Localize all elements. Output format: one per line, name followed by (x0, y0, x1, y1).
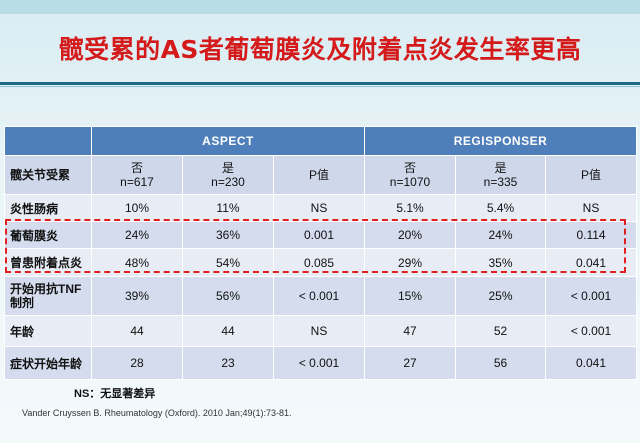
table-cell: 24% (455, 221, 546, 249)
table-cell: 39% (91, 276, 183, 316)
sub-header-cell: P值 (544, 155, 638, 195)
table-cell: 0.085 (273, 248, 365, 277)
table-row: 葡萄膜炎 24% 36% 0.001 20% 24% 0.114 (4, 221, 638, 249)
table-cell: 44 (91, 315, 183, 347)
row-label: 曾患附着点炎 (4, 248, 92, 277)
table-cell: < 0.001 (544, 276, 638, 316)
table-cell: 0.001 (273, 221, 365, 249)
group-header-row: ASPECT REGISPONSER (4, 126, 638, 156)
table-cell: 56 (455, 346, 546, 380)
table-cell: 20% (364, 221, 456, 249)
table-cell: 5.1% (364, 194, 456, 222)
table-cell: 0.041 (544, 346, 638, 380)
table-cell: 5.4% (455, 194, 546, 222)
table-row: 炎性肠病 10% 11% NS 5.1% 5.4% NS (4, 194, 638, 222)
row-label: 炎性肠病 (4, 194, 92, 222)
table-cell: < 0.001 (273, 276, 365, 316)
reference-citation: Vander Cruyssen B. Rheumatology (Oxford)… (22, 408, 292, 418)
group-header-blank (4, 126, 92, 156)
table-row: 年龄 44 44 NS 47 52 < 0.001 (4, 315, 638, 347)
row-label: 年龄 (4, 315, 92, 347)
table-cell: 54% (182, 248, 274, 277)
table-cell: 29% (364, 248, 456, 277)
sub-header-cell: 是 n=335 (455, 155, 546, 195)
table-cell: < 0.001 (273, 346, 365, 380)
row-label: 开始用抗TNF制剂 (4, 276, 92, 316)
table-row: 开始用抗TNF制剂 39% 56% < 0.001 15% 25% < 0.00… (4, 276, 638, 316)
table-cell: 15% (364, 276, 456, 316)
slide-title: 髋受累的AS者葡萄膜炎及附着点炎发生率更高 (58, 35, 582, 64)
comparison-table: ASPECT REGISPONSER 髋关节受累 否 n=617 是 n=230 P… (4, 126, 638, 380)
table-cell: 27 (364, 346, 456, 380)
table-cell: 25% (455, 276, 546, 316)
table-cell: 48% (91, 248, 183, 277)
row-label: 葡萄膜炎 (4, 221, 92, 249)
table-cell: NS (273, 194, 365, 222)
footnote: NS：无显著差异 (74, 388, 156, 400)
table-cell: 23 (182, 346, 274, 380)
table-cell: 35% (455, 248, 546, 277)
table-cell: 52 (455, 315, 546, 347)
table-cell: 47 (364, 315, 456, 347)
table-cell: 28 (91, 346, 183, 380)
sub-header-cell: 是 n=230 (182, 155, 274, 195)
table-cell: 24% (91, 221, 183, 249)
table-cell: 0.041 (544, 248, 638, 277)
title-divider (0, 82, 640, 85)
sub-header-label: 髋关节受累 (4, 155, 92, 195)
sub-header-row: 髋关节受累 否 n=617 是 n=230 P值 否 n=1070 是 n=335 P值 (4, 155, 638, 195)
table-cell: < 0.001 (544, 315, 638, 347)
sub-header-cell: P值 (273, 155, 365, 195)
group-header-regisponser: REGISPONSER (363, 126, 638, 156)
table-cell: 44 (182, 315, 274, 347)
group-header-aspect: ASPECT (91, 126, 365, 156)
table-cell: 11% (182, 194, 274, 222)
top-band (0, 0, 640, 14)
table-cell: 56% (182, 276, 274, 316)
table-cell: NS (544, 194, 638, 222)
title-divider-thin (0, 86, 640, 87)
table-row: 症状开始年龄 28 23 < 0.001 27 56 0.041 (4, 346, 638, 380)
table-row: 曾患附着点炎 48% 54% 0.085 29% 35% 0.041 (4, 248, 638, 277)
table-cell: NS (273, 315, 365, 347)
sub-header-cell: 否 n=1070 (364, 155, 456, 195)
table-cell: 36% (182, 221, 274, 249)
table-cell: 10% (91, 194, 183, 222)
row-label: 症状开始年龄 (4, 346, 92, 380)
table-cell: 0.114 (544, 221, 638, 249)
sub-header-cell: 否 n=617 (91, 155, 183, 195)
